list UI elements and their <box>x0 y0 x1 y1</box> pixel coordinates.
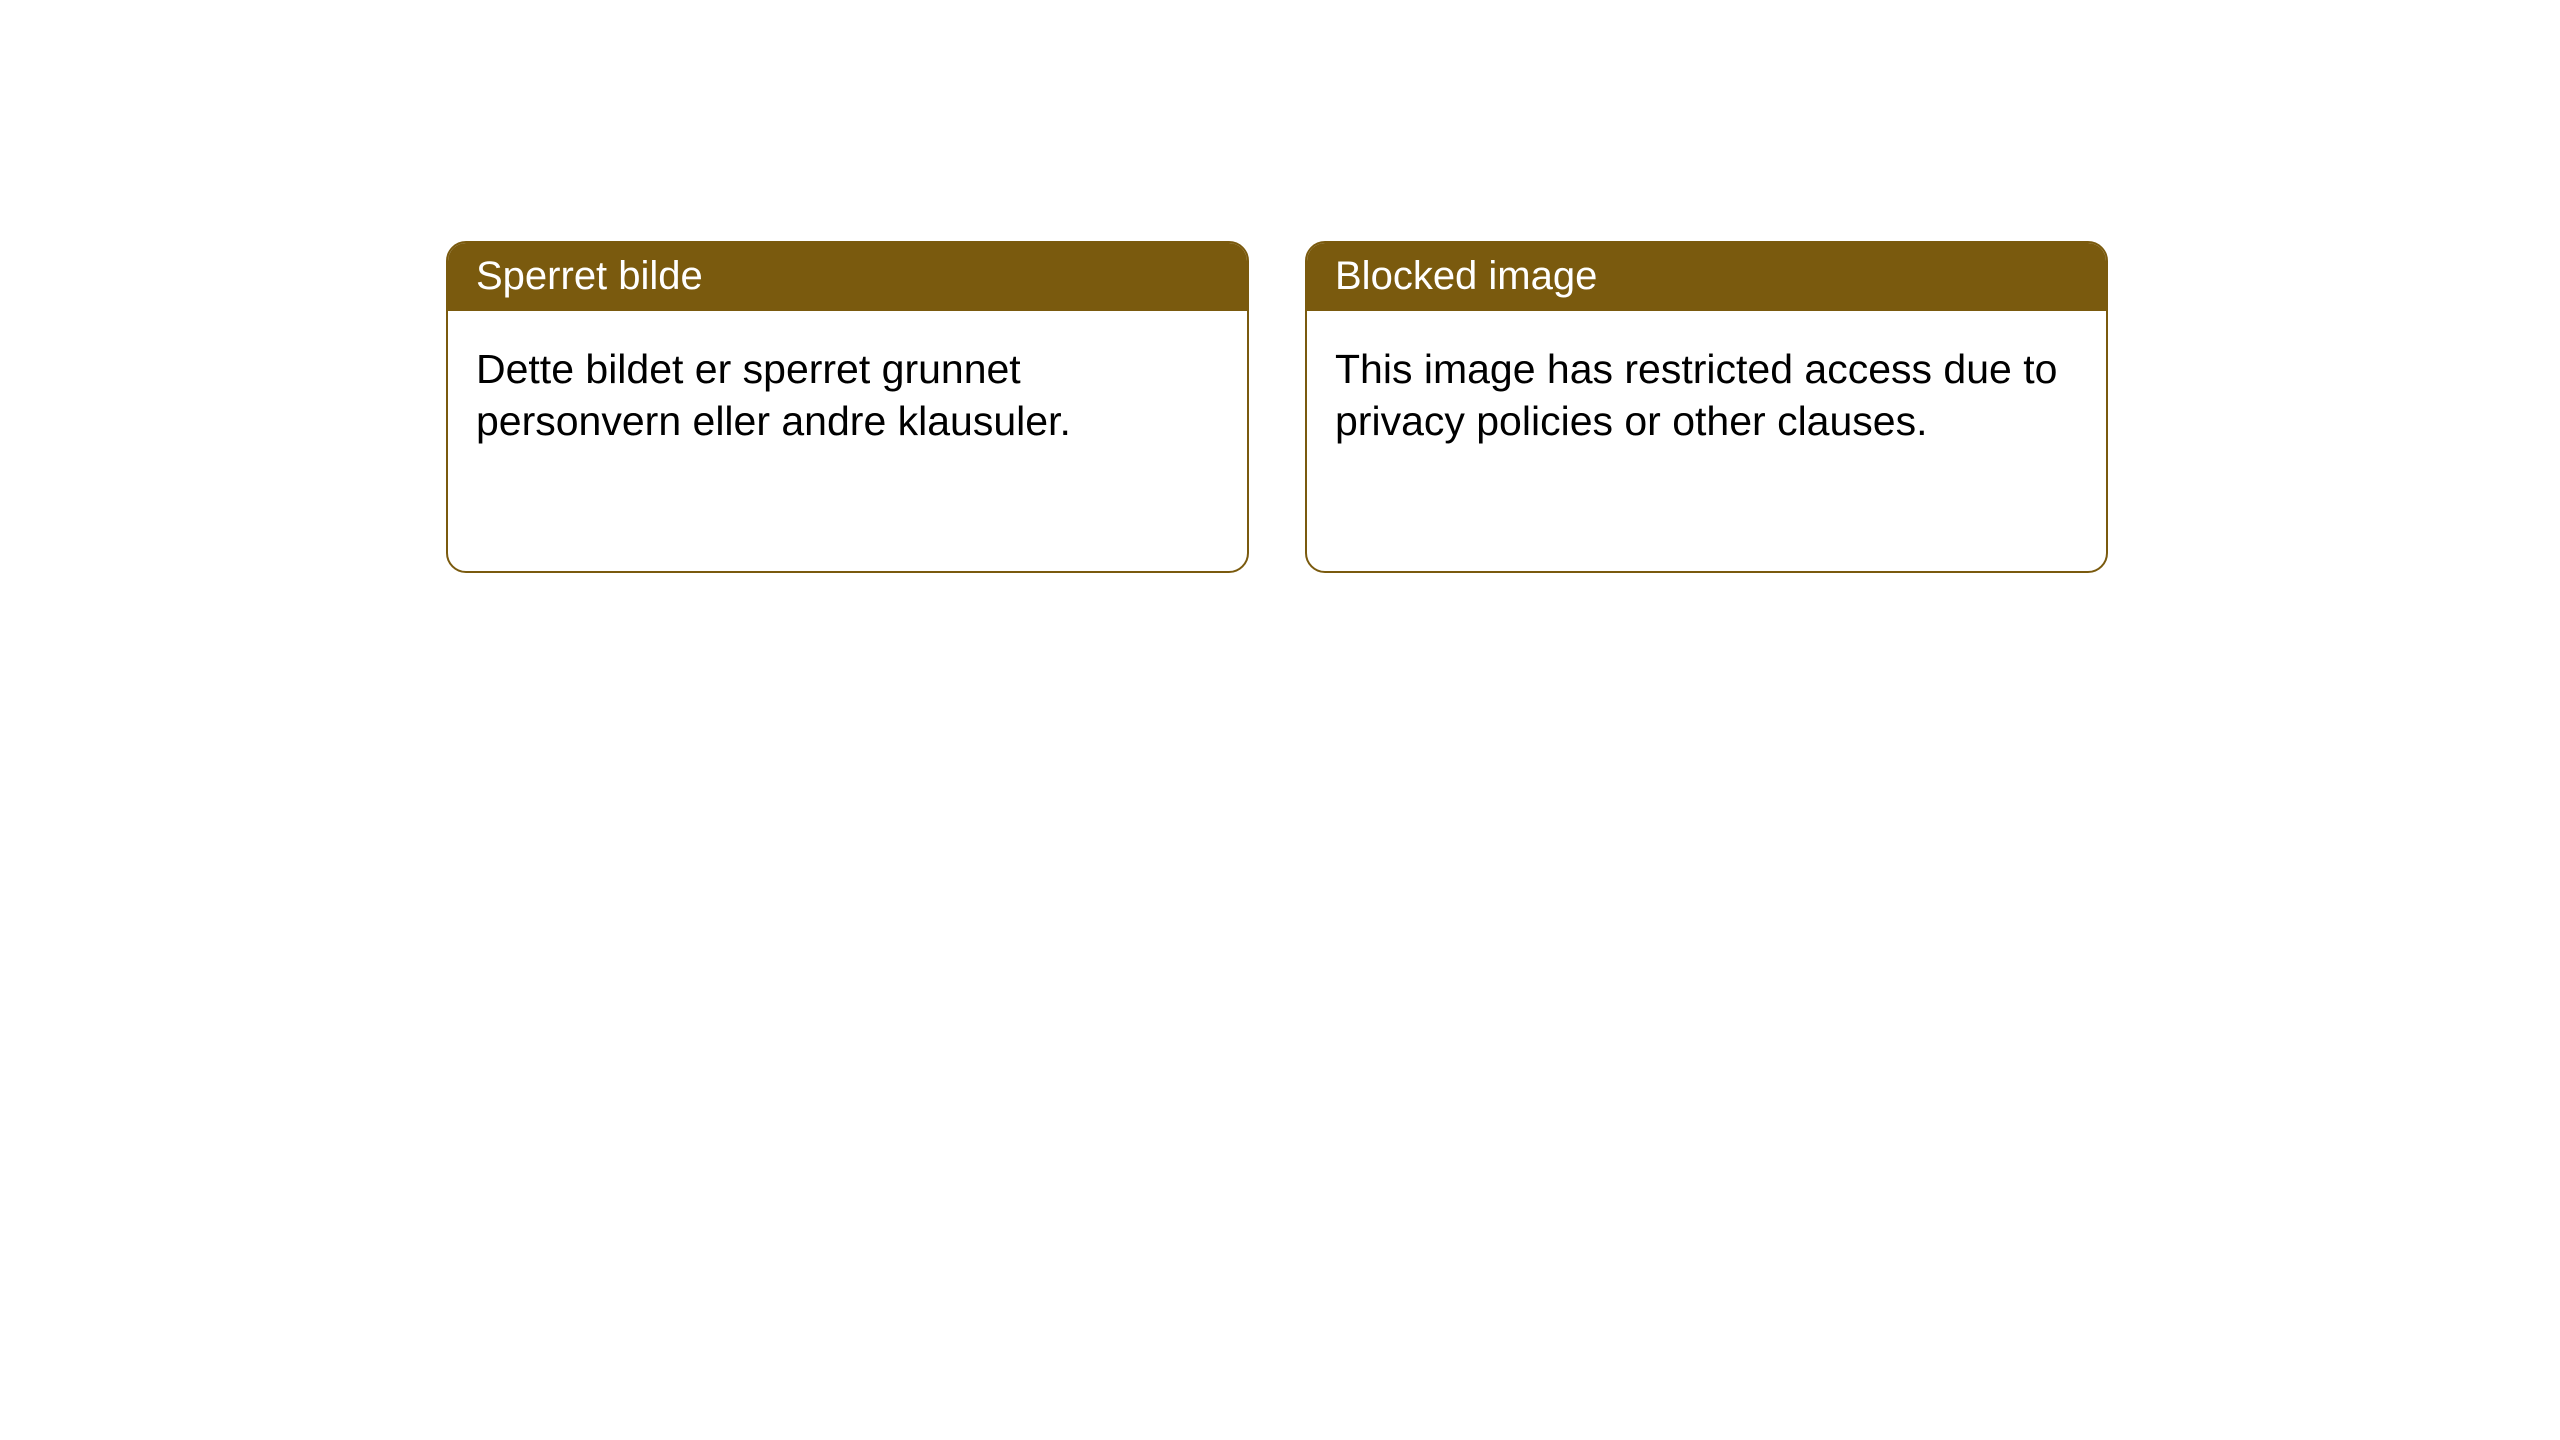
notice-card-norwegian: Sperret bilde Dette bildet er sperret gr… <box>446 241 1249 573</box>
notice-card-english: Blocked image This image has restricted … <box>1305 241 2108 573</box>
notice-title-norwegian: Sperret bilde <box>448 243 1247 311</box>
notice-container: Sperret bilde Dette bildet er sperret gr… <box>0 0 2560 573</box>
notice-body-english: This image has restricted access due to … <box>1307 311 2106 480</box>
notice-body-norwegian: Dette bildet er sperret grunnet personve… <box>448 311 1247 480</box>
notice-title-english: Blocked image <box>1307 243 2106 311</box>
